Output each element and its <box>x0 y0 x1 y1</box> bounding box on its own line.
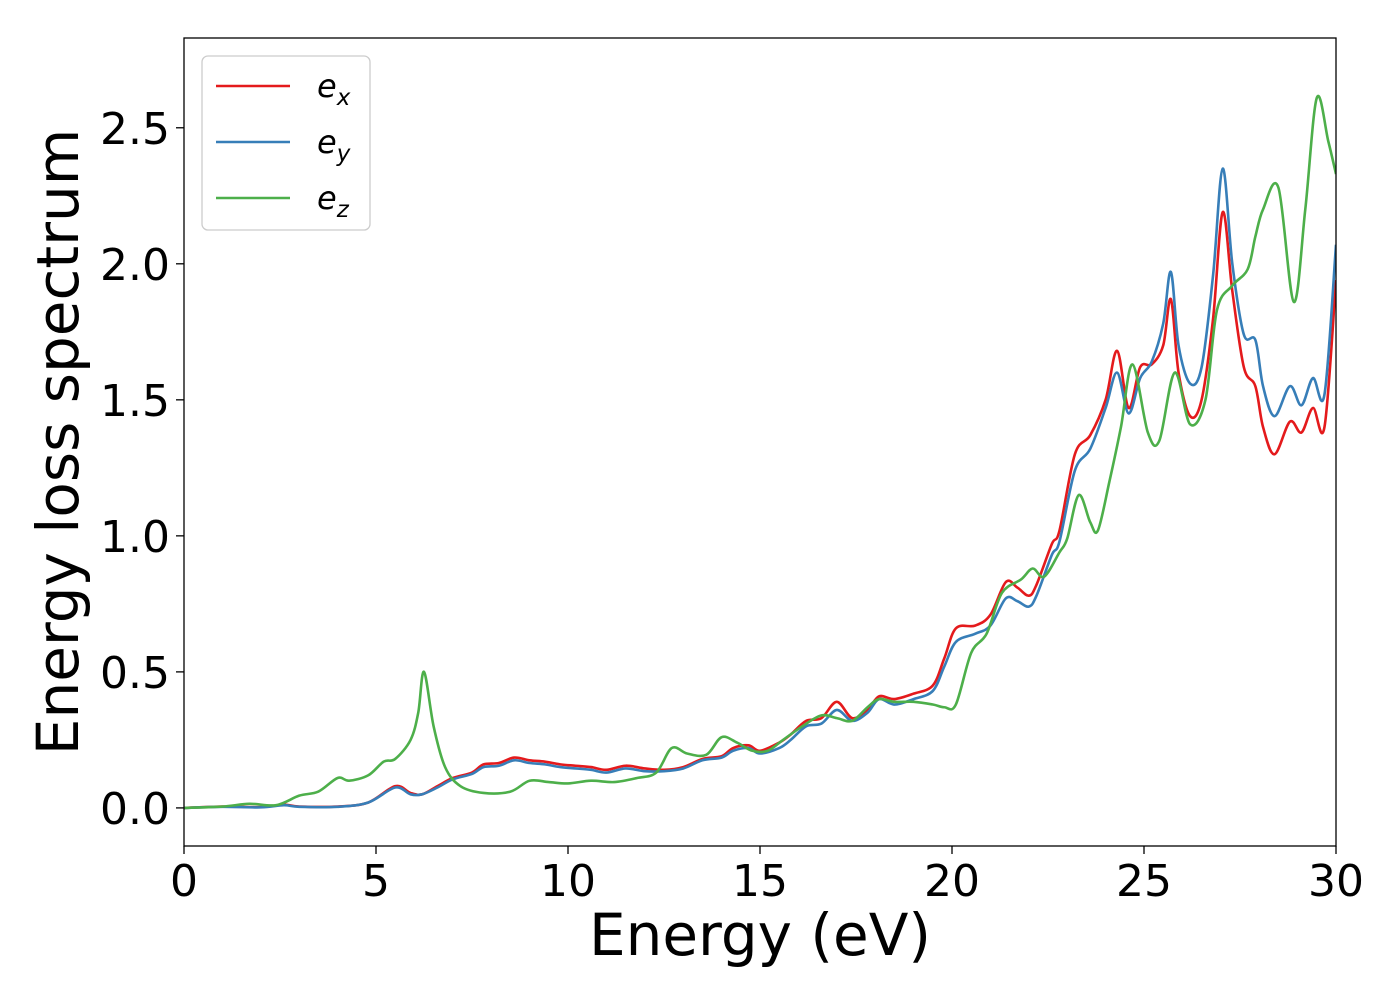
legend-label-e-y: ey <box>317 123 351 167</box>
y-tick-label: 2.0 <box>100 240 170 291</box>
x-tick-label: 25 <box>1116 856 1172 907</box>
x-tick-label: 30 <box>1308 856 1364 907</box>
y-tick-label: 1.5 <box>100 376 170 427</box>
y-tick-label: 2.5 <box>100 104 170 155</box>
legend-label-base: e <box>317 67 337 105</box>
y-tick-label: 1.0 <box>100 512 170 563</box>
x-axis-ticks: 0 5 10 15 20 25 30 <box>170 846 1364 907</box>
legend-label-base: e <box>317 123 337 161</box>
x-tick-label: 0 <box>170 856 198 907</box>
series-line-e-y <box>184 167 1336 810</box>
legend-label-subscript: x <box>336 85 351 111</box>
y-tick-label: 0.5 <box>100 648 170 699</box>
x-axis-label: Energy (eV) <box>589 901 931 969</box>
legend-label-subscript: z <box>336 197 350 223</box>
y-tick-label: 0.0 <box>100 784 170 835</box>
y-axis-label: Energy loss spectrum <box>24 129 92 755</box>
x-tick-label: 5 <box>362 856 390 907</box>
x-tick-label: 20 <box>924 856 980 907</box>
y-axis-ticks: 0.0 0.5 1.0 1.5 2.0 2.5 <box>100 104 184 835</box>
legend-label-e-z: ez <box>317 179 350 223</box>
x-tick-label: 15 <box>732 856 788 907</box>
legend-label-e-x: ex <box>317 67 351 111</box>
series-line-e-x <box>184 210 1336 810</box>
legend-label-subscript: y <box>336 141 351 167</box>
x-tick-label: 10 <box>540 856 596 907</box>
legend-label-base: e <box>317 179 337 217</box>
series-line-e-z <box>184 94 1336 810</box>
series-layer <box>184 94 1336 810</box>
